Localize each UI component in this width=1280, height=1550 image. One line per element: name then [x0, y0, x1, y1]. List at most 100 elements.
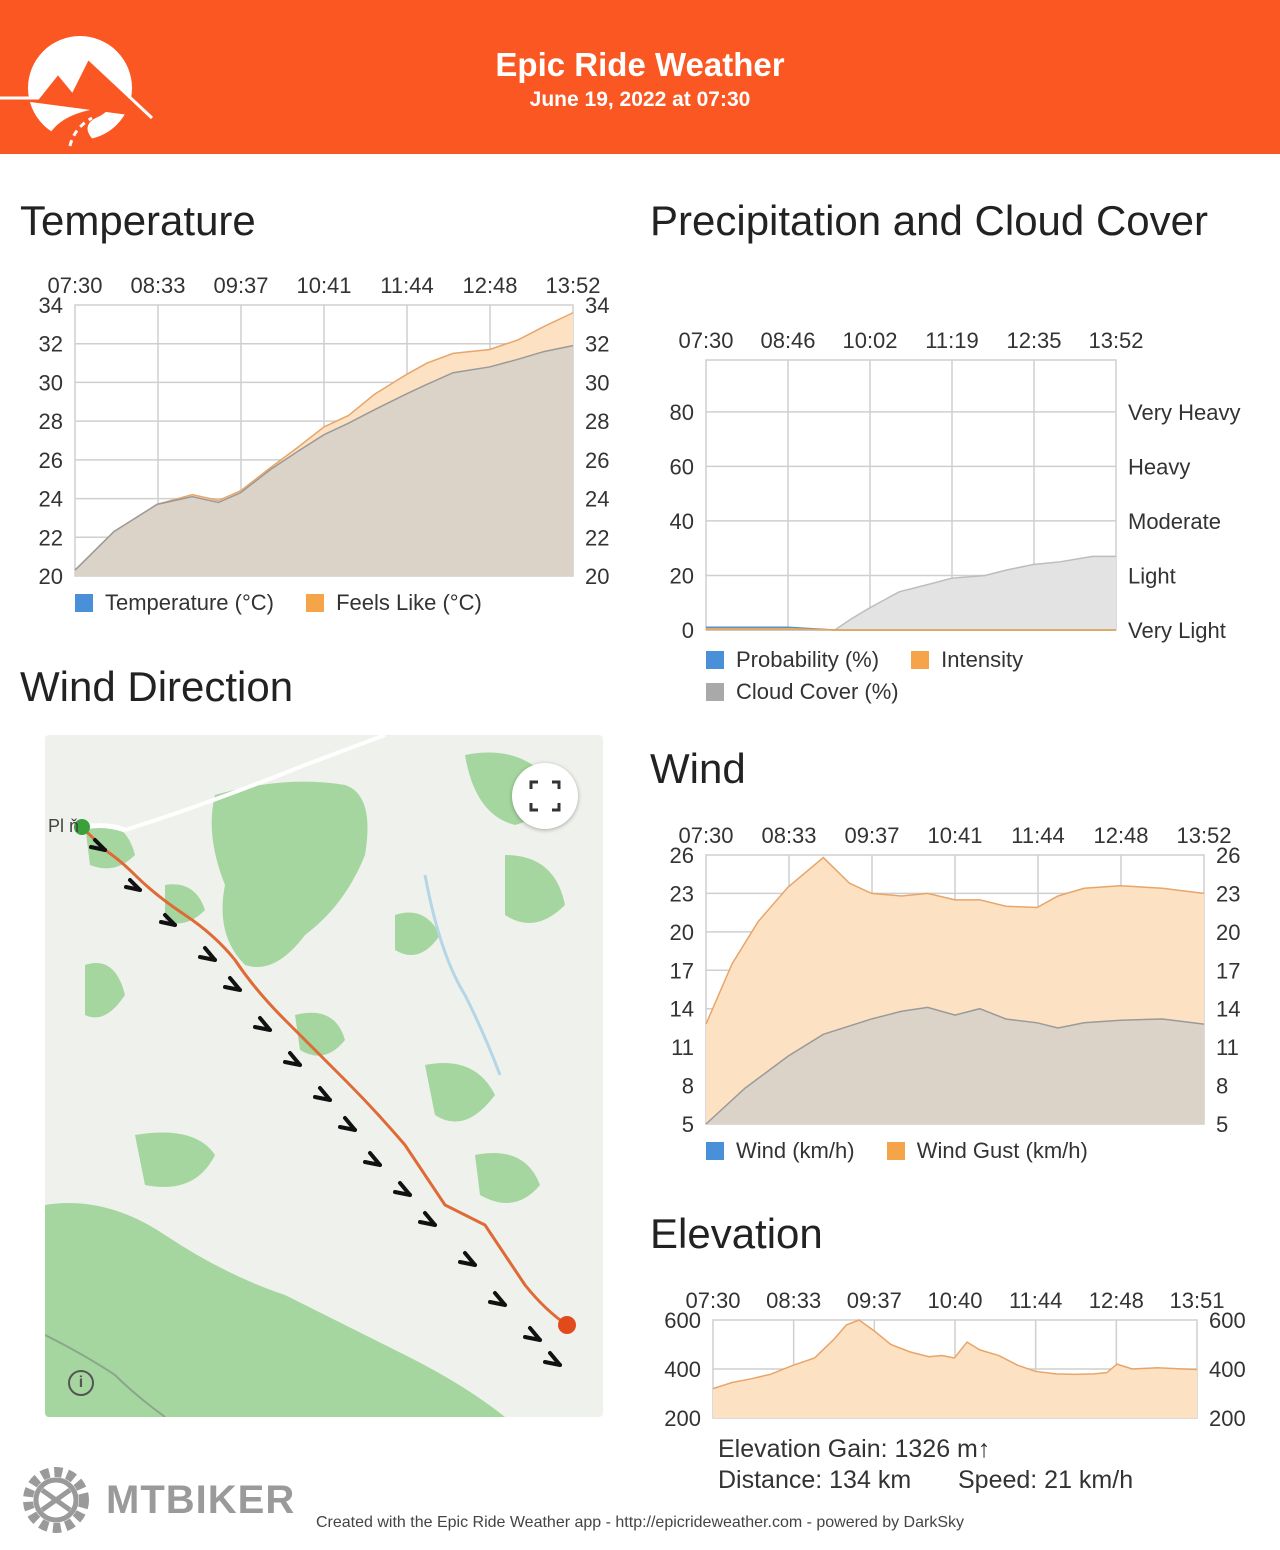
y-tick-label: 400	[664, 1357, 701, 1382]
app-title: Epic Ride Weather	[495, 46, 785, 83]
x-tick-label: 07:30	[47, 273, 102, 298]
y-tick-label: 20	[39, 564, 63, 589]
series-line	[74, 312, 574, 571]
x-tick-label: 12:48	[462, 273, 517, 298]
y-tick-label-right: 8	[1216, 1074, 1228, 1099]
series-area	[706, 1007, 1204, 1124]
y-tick-label: 20	[670, 920, 694, 945]
y-tick-label: 11	[671, 1035, 694, 1060]
epic-ride-logo-icon	[0, 36, 154, 147]
map-place-label: Pl ň	[48, 816, 80, 836]
x-tick-label: 07:30	[685, 1288, 740, 1313]
y-tick-label-right: 17	[1216, 958, 1240, 983]
x-tick-label: 07:30	[678, 823, 733, 848]
x-tick-label: 09:37	[844, 823, 899, 848]
legend-item-probability: Probability (%)	[706, 645, 879, 675]
series-line	[74, 344, 574, 571]
y-tick-label: 200	[664, 1406, 701, 1431]
y-tick-label: 60	[670, 454, 694, 479]
y-tick-label: 28	[39, 409, 63, 434]
expand-icon	[529, 780, 561, 812]
temperature-title: Temperature	[20, 197, 256, 244]
series-area	[713, 1320, 1197, 1418]
x-tick-label: 11:44	[380, 273, 433, 298]
legend-item-wind-gust: Wind Gust (km/h)	[886, 1138, 1088, 1164]
mtbiker-watermark: MTBIKER	[20, 1464, 295, 1536]
x-tick-label: 13:52	[1088, 328, 1143, 353]
x-tick-label: 10:02	[842, 328, 897, 353]
y-tick-label-right: 30	[585, 370, 609, 395]
series-line	[712, 1319, 1198, 1390]
gear-icon	[23, 1467, 89, 1533]
intensity-label: Heavy	[1128, 454, 1190, 479]
map-canvas	[45, 735, 576, 1417]
app-header	[0, 0, 1280, 154]
intensity-label: Very Light	[1128, 618, 1226, 643]
speed-value: Speed: 21 km/h	[958, 1466, 1134, 1494]
y-tick-label: 20	[670, 563, 694, 588]
start-marker	[74, 819, 90, 835]
y-tick-label-right: 24	[585, 487, 609, 512]
y-tick-label-right: 32	[585, 332, 609, 357]
wind-chart: 07:30 08:33 09:37 10:41 11:44 12:48 13:52 5 5 8 8 1…	[670, 823, 1241, 1137]
precipitation-legend: Probability (%) Intensity Cloud Cover (%…	[706, 645, 1126, 709]
y-tick-label-right: 20	[585, 564, 609, 589]
y-tick-label-right: 200	[1209, 1406, 1246, 1431]
y-tick-label: 14	[670, 997, 694, 1022]
y-tick-label: 40	[670, 509, 694, 534]
x-tick-label: 10:41	[927, 823, 982, 848]
intensity-label: Light	[1128, 563, 1176, 588]
y-tick-label: 24	[39, 487, 63, 512]
y-tick-label-right: 20	[1216, 920, 1240, 945]
y-tick-label: 600	[664, 1308, 701, 1333]
elevation-gain: Elevation Gain: 1326 m↑	[718, 1435, 991, 1463]
map-info-icon[interactable]: i	[68, 1370, 94, 1396]
y-tick-label: 32	[39, 332, 63, 357]
x-tick-label: 07:30	[678, 328, 733, 353]
y-tick-label-right: 600	[1209, 1308, 1246, 1333]
x-tick-label: 08:46	[760, 328, 815, 353]
y-tick-label-right: 11	[1216, 1035, 1239, 1060]
y-tick-label-right: 26	[1216, 843, 1240, 868]
footer-credit: Created with the Epic Ride Weather app -…	[315, 1514, 964, 1531]
x-tick-label: 09:37	[213, 273, 268, 298]
x-tick-label: 08:33	[761, 823, 816, 848]
series-line	[706, 627, 1116, 631]
end-marker	[558, 1316, 576, 1334]
route-map[interactable]	[45, 735, 603, 1417]
legend-item-intensity: Intensity	[911, 645, 1023, 675]
temperature-chart: 07:30 08:33 09:37 10:41 11:44 12:48 13:52 20 20 2…	[39, 273, 610, 589]
legend-item-cloud-cover: Cloud Cover (%)	[706, 677, 899, 707]
series-line	[705, 856, 1205, 1025]
series-line	[705, 1006, 1205, 1125]
legend-item-wind: Wind (km/h)	[706, 1138, 855, 1164]
x-tick-label: 13:52	[1176, 823, 1231, 848]
expand-map-button[interactable]	[512, 763, 578, 829]
wind-title: Wind	[650, 745, 746, 792]
y-tick-label-right: 28	[585, 409, 609, 434]
y-tick-label-right: 400	[1209, 1357, 1246, 1382]
x-tick-label: 12:48	[1093, 823, 1148, 848]
y-tick-label-right: 5	[1216, 1112, 1228, 1137]
x-tick-label: 11:44	[1009, 1288, 1062, 1313]
x-tick-label: 13:51	[1169, 1288, 1224, 1313]
x-tick-label: 09:37	[847, 1288, 902, 1313]
y-tick-label: 80	[670, 400, 694, 425]
x-tick-label: 11:19	[925, 328, 978, 353]
y-tick-label: 17	[670, 958, 694, 983]
x-tick-label: 13:52	[545, 273, 600, 298]
report-date: June 19, 2022 at 07:30	[529, 88, 751, 111]
x-tick-label: 11:44	[1011, 823, 1064, 848]
series-area	[75, 345, 573, 576]
legend-item-feels-like: Feels Like (°C)	[306, 590, 482, 616]
y-tick-label: 26	[670, 843, 694, 868]
intensity-label: Moderate	[1128, 509, 1221, 534]
y-tick-label: 34	[39, 293, 63, 318]
y-tick-label: 22	[39, 525, 63, 550]
x-tick-label: 10:41	[296, 273, 351, 298]
y-tick-label: 23	[670, 881, 694, 906]
y-tick-label: 0	[682, 618, 694, 643]
y-tick-label-right: 26	[585, 448, 609, 473]
series-area	[706, 556, 1116, 630]
intensity-label: Very Heavy	[1128, 400, 1241, 425]
